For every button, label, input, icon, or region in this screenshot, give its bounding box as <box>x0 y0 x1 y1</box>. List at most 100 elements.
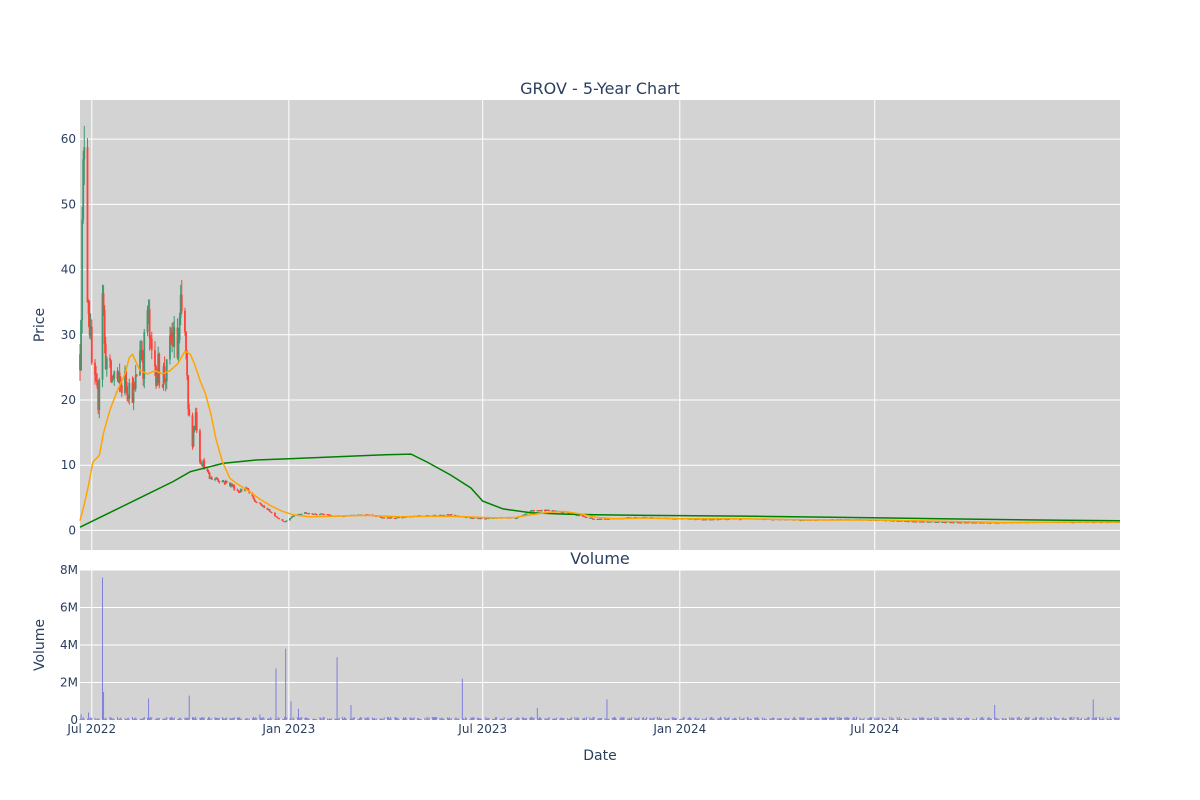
price-y-tick-label: 20 <box>61 393 76 407</box>
candle-body <box>95 374 97 382</box>
volume-bar <box>487 717 489 720</box>
volume-bar <box>1009 717 1011 720</box>
volume-bar <box>694 717 696 720</box>
volume-bar <box>301 717 303 720</box>
volume-bar <box>983 718 985 720</box>
price-y-tick-label: 40 <box>61 263 76 277</box>
volume-bar <box>826 717 828 720</box>
volume-bar <box>424 717 426 720</box>
volume-bar <box>538 717 540 720</box>
volume-bar <box>164 718 166 720</box>
candle-body <box>963 522 966 524</box>
candle-body <box>231 483 233 487</box>
volume-bar <box>121 719 123 720</box>
volume-bar <box>200 717 202 720</box>
candle-body <box>929 521 932 523</box>
volume-bar <box>157 718 159 720</box>
volume-bar <box>656 716 658 720</box>
candle-body <box>971 522 974 524</box>
candle-body <box>162 366 165 386</box>
volume-bar <box>680 718 682 720</box>
volume-bar <box>721 718 723 720</box>
volume-bar <box>397 718 399 720</box>
volume-bar <box>90 717 92 720</box>
volume-bar <box>863 717 865 720</box>
volume-bar <box>232 717 234 720</box>
volume-bar <box>808 718 810 720</box>
volume-bar <box>718 718 720 720</box>
candle-body <box>253 498 256 502</box>
volume-bar <box>821 717 823 720</box>
candle-body <box>914 521 917 523</box>
volume-bar <box>691 718 693 720</box>
candle-body <box>203 460 206 470</box>
volume-bar <box>97 718 99 720</box>
volume-bar <box>643 719 645 720</box>
volume-bar <box>566 718 568 720</box>
volume-bar <box>763 717 765 720</box>
candle-body <box>381 517 383 519</box>
volume-bar <box>1016 717 1018 720</box>
volume-bar <box>589 717 591 720</box>
volume-bar <box>596 719 598 720</box>
candle-body <box>383 517 386 519</box>
x-tick-label: Jul 2023 <box>457 722 507 736</box>
volume-bar <box>638 717 640 720</box>
candle-body <box>102 293 105 311</box>
volume-bar <box>876 717 878 720</box>
volume-bar <box>853 717 855 720</box>
volume-bar <box>762 719 764 720</box>
volume-bar <box>1043 717 1045 720</box>
candle-body <box>247 488 250 491</box>
candle-body <box>246 487 248 489</box>
volume-bar <box>944 717 946 720</box>
candle-body <box>291 516 293 518</box>
volume-bar <box>719 716 721 720</box>
volume-bar <box>342 718 344 720</box>
candle-body <box>382 517 385 519</box>
volume-bar <box>930 717 932 720</box>
candle-body <box>919 521 922 523</box>
volume-bar <box>956 717 958 720</box>
volume-bar <box>120 717 122 720</box>
volume-bar <box>713 718 715 720</box>
volume-bar <box>952 717 954 720</box>
volume-bar <box>118 719 120 720</box>
volume-bar <box>626 718 628 720</box>
volume-bar <box>877 718 879 720</box>
volume-bar <box>536 707 538 720</box>
volume-bar <box>494 719 496 720</box>
volume-bar <box>406 718 408 720</box>
candle-body <box>478 518 481 520</box>
volume-bar <box>457 718 459 720</box>
candle-body <box>118 372 121 383</box>
volume-bar <box>351 718 353 720</box>
volume-bar <box>716 719 718 720</box>
candle-body <box>907 521 909 523</box>
candle-body <box>548 509 551 511</box>
volume-bar <box>964 718 966 720</box>
volume-bar <box>690 717 692 720</box>
candle-body <box>561 512 563 514</box>
volume-bar <box>244 719 246 720</box>
volume-bar <box>605 718 607 720</box>
candle-body <box>207 470 210 473</box>
volume-bar <box>915 718 917 720</box>
volume-bar <box>366 717 368 720</box>
candle-body <box>922 521 924 523</box>
volume-bar <box>878 717 880 720</box>
candle-body <box>608 518 611 520</box>
candle-body <box>943 521 946 523</box>
volume-bar <box>305 717 307 720</box>
volume-bar <box>382 719 384 720</box>
volume-bar <box>316 719 318 720</box>
volume-bar <box>395 716 397 720</box>
volume-bar <box>111 718 113 720</box>
volume-bar <box>413 717 415 720</box>
volume-bar <box>352 717 354 720</box>
candle-body <box>540 509 543 512</box>
volume-bar <box>1024 719 1026 720</box>
candle-body <box>450 514 453 516</box>
candle-body <box>134 374 137 389</box>
volume-bar <box>172 718 174 720</box>
